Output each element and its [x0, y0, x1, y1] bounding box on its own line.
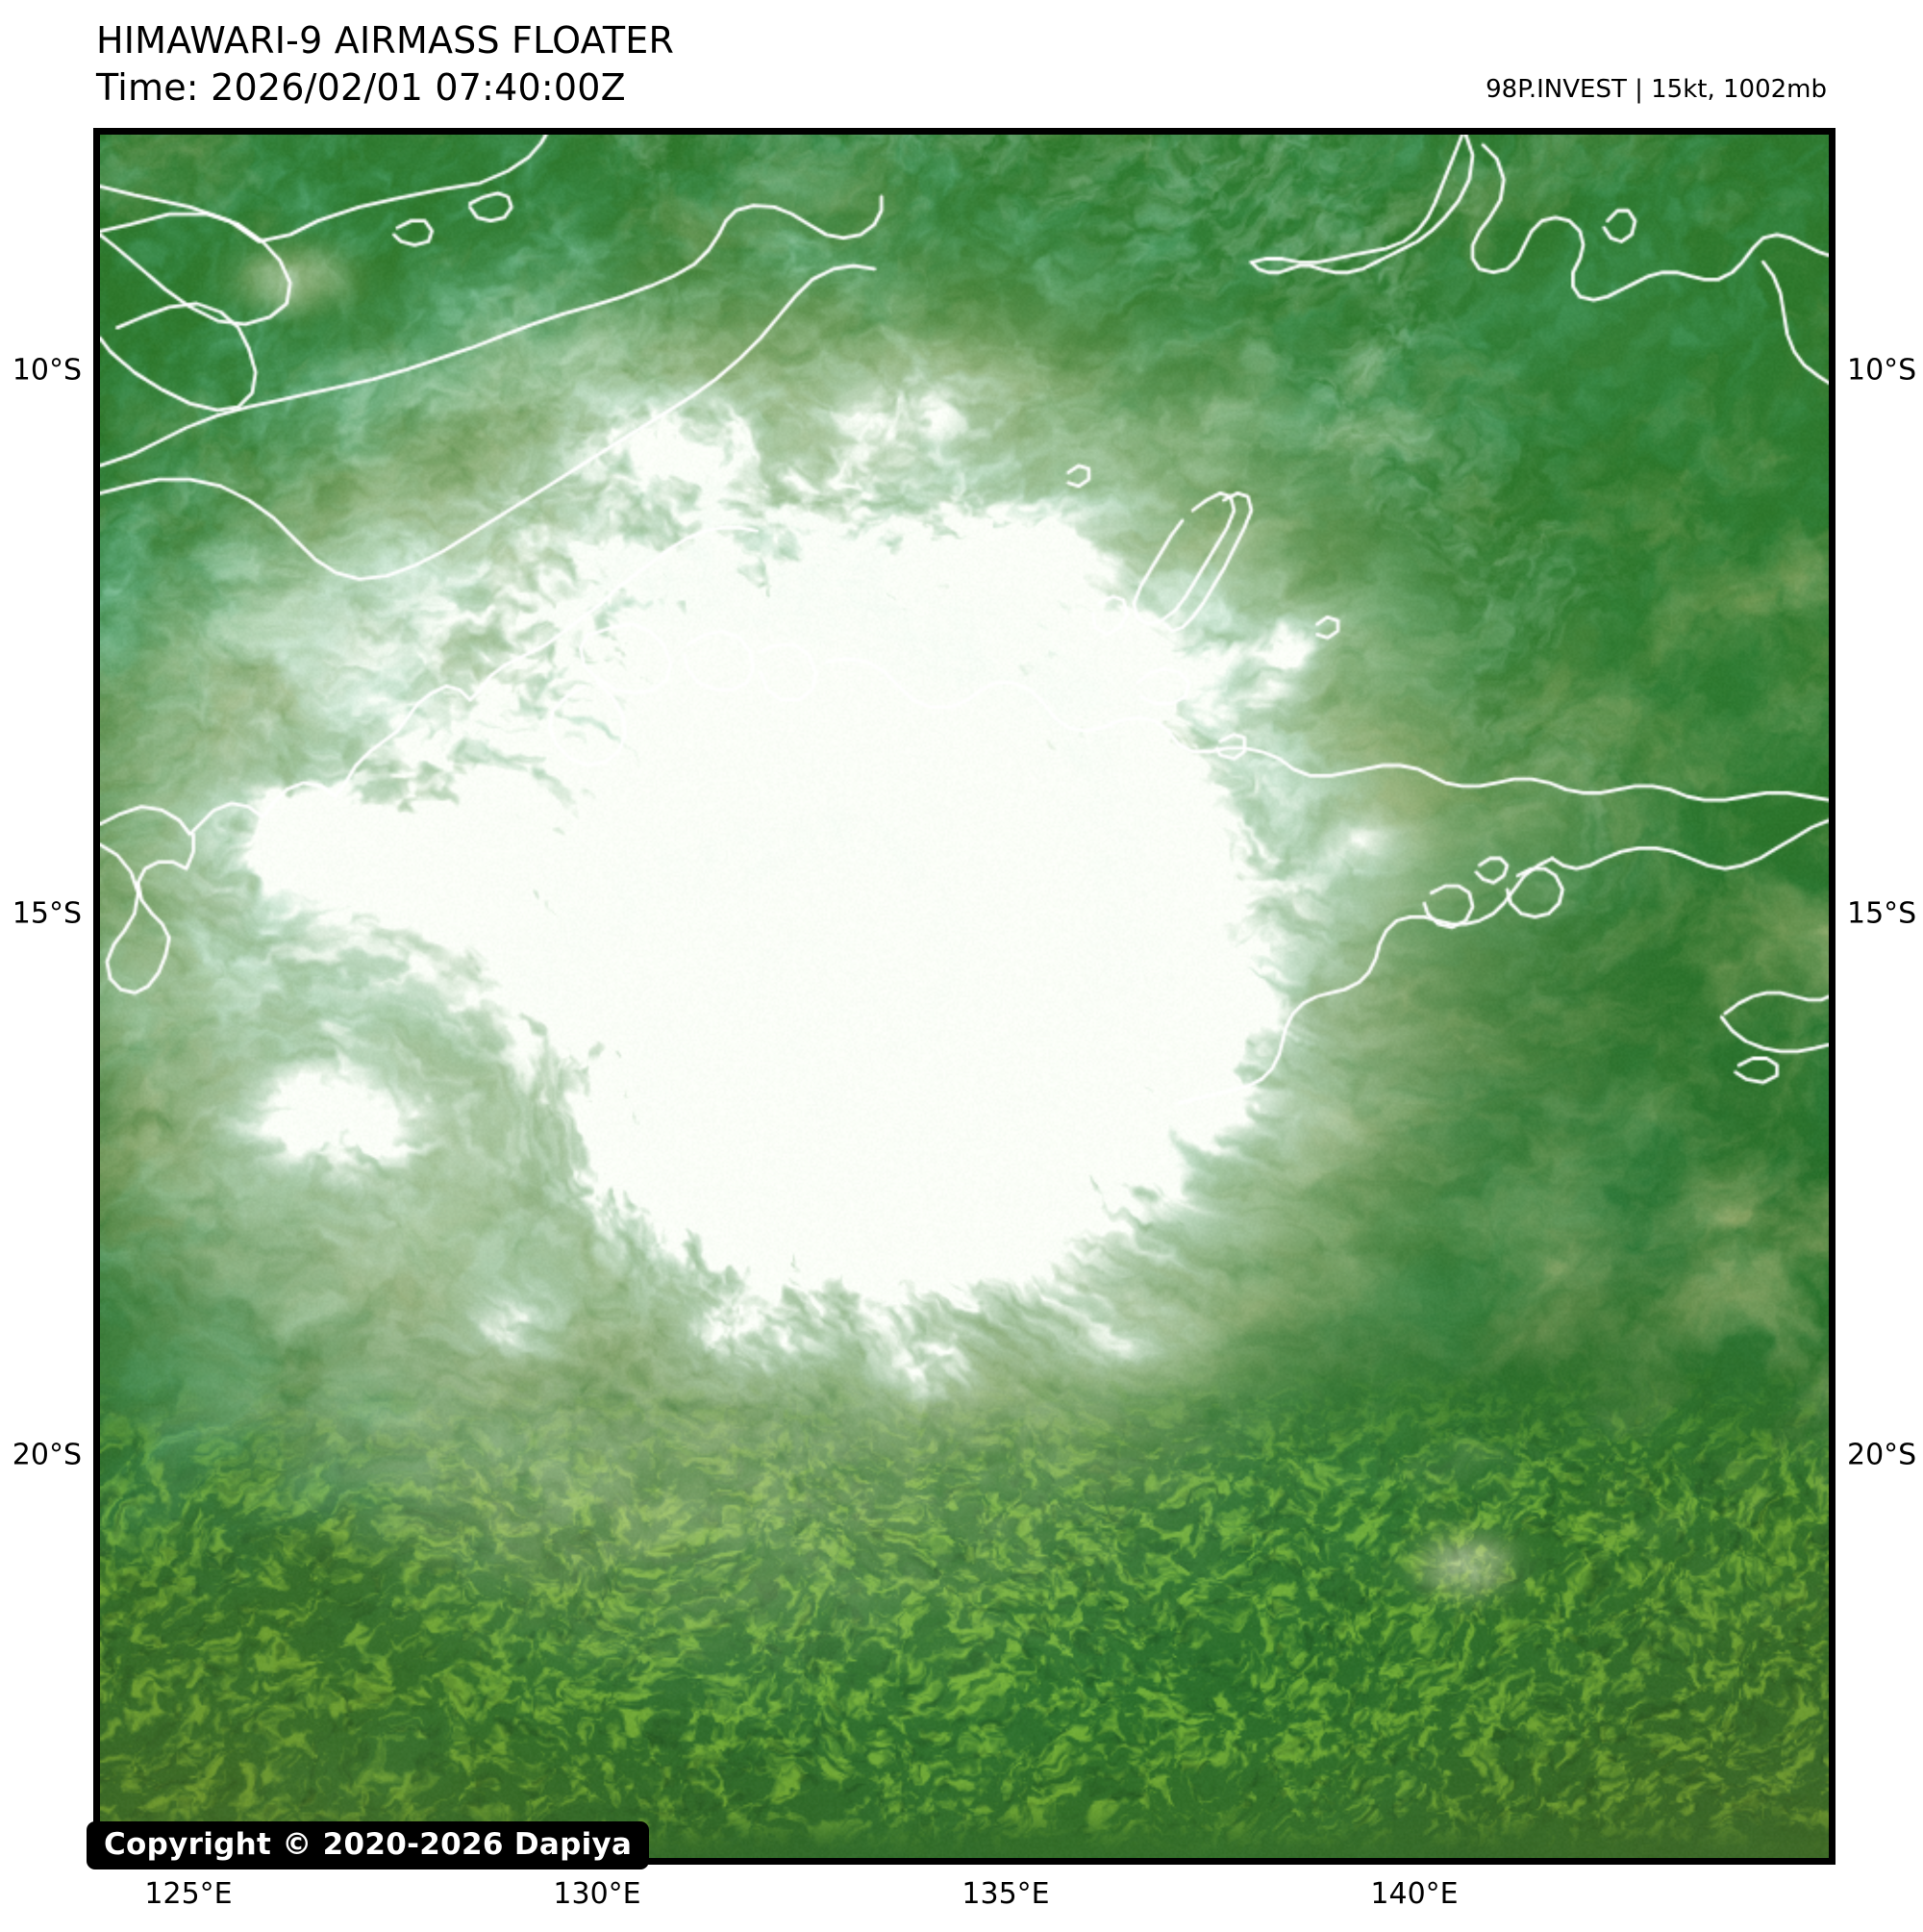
lat-label-left-20s: 20°S — [12, 1438, 82, 1472]
page-title: HIMAWARI-9 AIRMASS FLOATER — [96, 19, 675, 62]
header-title-block: HIMAWARI-9 AIRMASS FLOATER Time: 2026/02… — [96, 17, 674, 111]
storm-info-label: 98P.INVEST | 15kt, 1002mb — [1486, 75, 1827, 104]
lon-label-140e: 140°E — [1370, 1877, 1459, 1911]
lat-label-left-10s: 10°S — [12, 353, 82, 388]
lat-label-right-15s: 15°S — [1847, 896, 1917, 931]
satellite-imagery-canvas — [100, 135, 1829, 1858]
satellite-image-frame — [93, 128, 1836, 1865]
lon-label-135e: 135°E — [962, 1877, 1050, 1911]
lat-label-left-15s: 15°S — [12, 896, 82, 931]
lon-label-125e: 125°E — [144, 1877, 233, 1911]
copyright-badge: Copyright © 2020-2026 Dapiya — [87, 1821, 650, 1869]
lat-label-right-10s: 10°S — [1847, 353, 1917, 388]
lat-label-right-20s: 20°S — [1847, 1438, 1917, 1472]
timestamp-label: Time: 2026/02/01 07:40:00Z — [96, 65, 626, 109]
lon-label-130e: 130°E — [553, 1877, 641, 1911]
